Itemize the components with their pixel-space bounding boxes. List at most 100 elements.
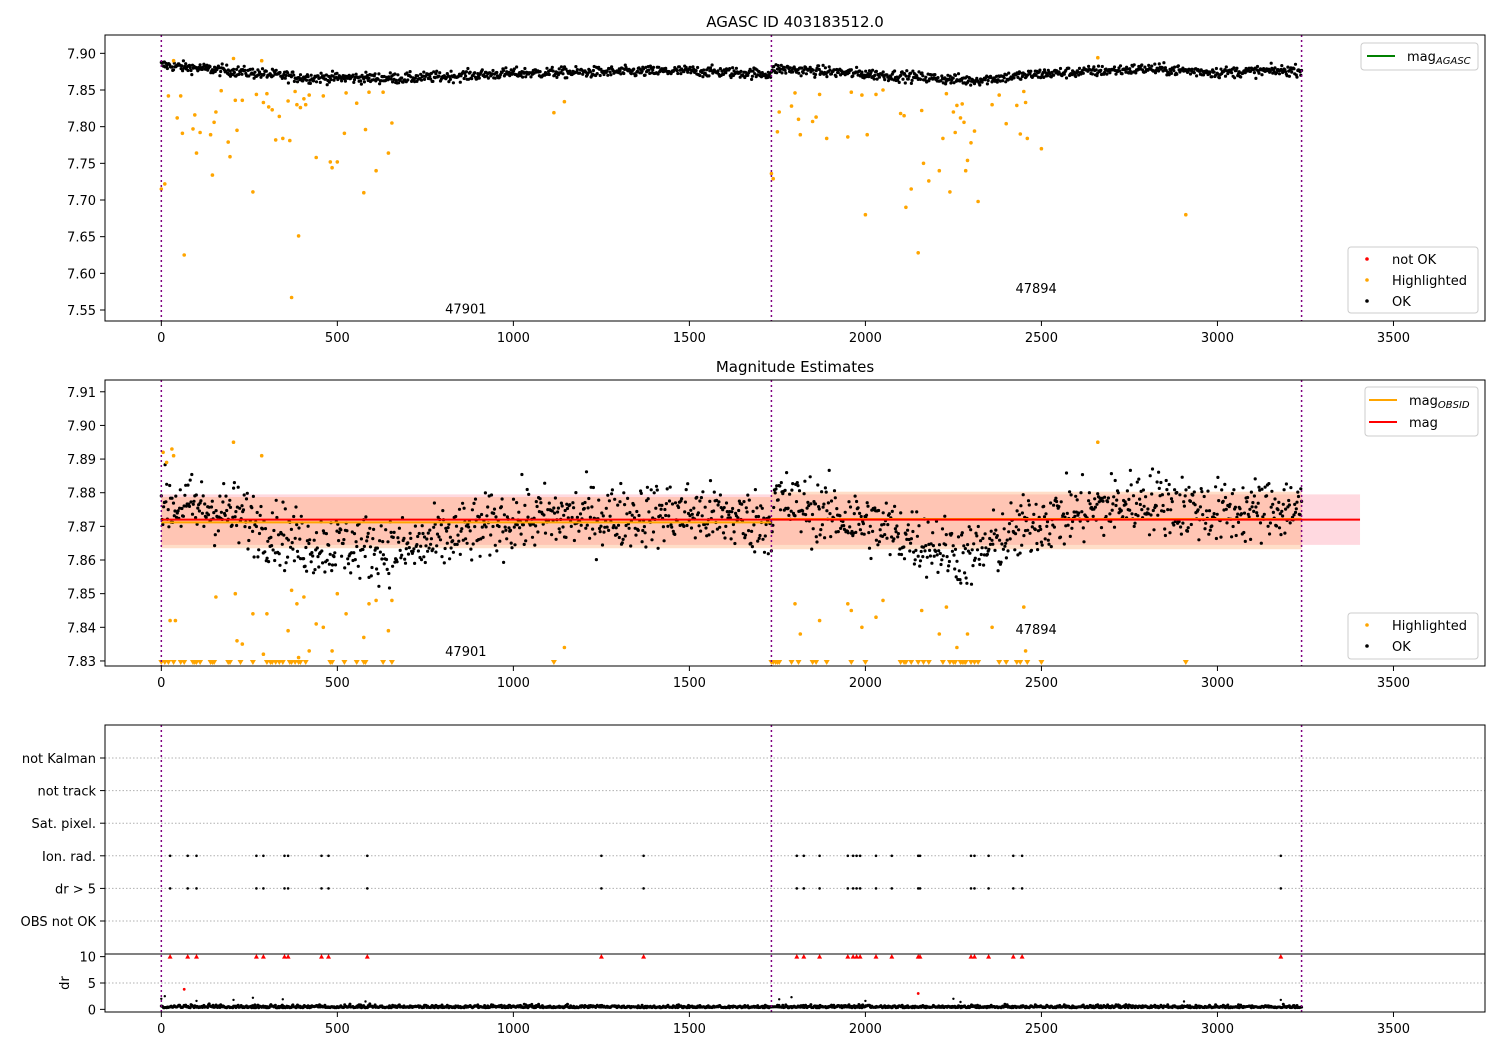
ok-point [497,524,501,529]
ok-point [1136,514,1140,518]
ok-point [642,67,646,71]
ok-point [975,534,979,538]
ok-point [478,554,482,558]
dr-not-ok-point [916,992,920,995]
ok-point [1088,502,1092,506]
ok-point [1118,69,1122,73]
ok-point [1231,524,1235,529]
ok-point [392,530,396,535]
dr-clipped-marker [282,954,287,959]
ok-point [382,562,386,566]
clipped-marker [1017,660,1024,665]
ok-point [937,543,942,547]
ok-point [1202,494,1206,499]
ok-point [890,509,894,513]
highlighted-point [166,94,171,98]
dr-outlier-point [281,998,284,1001]
highlighted-point [296,655,301,660]
y-tick-label: 7.60 [67,267,96,282]
ok-point [877,75,882,79]
ok-point [963,547,968,551]
ok-point [950,549,955,553]
highlighted-point [990,102,994,107]
ok-point [651,65,656,69]
ok-point [168,483,172,488]
ok-point [620,541,624,545]
ok-point [518,526,522,530]
clipped-marker [211,660,218,665]
ok-point [1074,74,1078,79]
ok-point [190,73,194,77]
ok-point [906,528,910,532]
ok-point [319,71,323,75]
clipped-marker [297,660,304,665]
ok-point [303,564,307,568]
legend-mag-label: mag [1409,416,1438,431]
dr-outlier-point [959,1000,962,1004]
ok-point [801,71,805,75]
highlighted-point [771,176,775,181]
ok-point [825,75,829,79]
ok-point [698,499,702,503]
ok-point [352,80,356,84]
highlighted-point [1023,100,1028,105]
dr-gt-5-point [969,887,973,890]
highlighted-point [240,642,245,646]
ok-point [884,501,888,505]
ok-point [425,537,429,541]
ok-point [1045,524,1049,529]
clipped-marker [388,660,395,665]
ok-point [1112,495,1116,499]
ok-point [1179,525,1183,529]
ok-point [378,550,382,554]
ion-rad-point [969,854,973,858]
y-tick-label: 7.80 [67,121,96,136]
ok-point [809,502,813,506]
highlighted-point [330,649,334,653]
clipped-marker [823,660,830,665]
ok-point [962,544,966,548]
ok-point [429,542,433,546]
ok-point [278,563,282,567]
ok-point [434,550,438,554]
ok-point [181,69,185,73]
ok-point [372,527,376,532]
ok-point [1098,496,1102,500]
ok-point [676,71,680,76]
ok-point [271,74,275,78]
ok-point [232,486,236,490]
ok-point [897,552,901,556]
ok-point [556,510,560,514]
ok-point [1253,477,1257,481]
ok-point [904,74,908,78]
ok-point [422,77,427,81]
ok-point [600,511,604,515]
ok-point [354,72,358,76]
panel3-flag-grid [105,757,1485,984]
ok-point [435,69,439,73]
ok-point [970,548,974,552]
ok-point [1265,494,1269,498]
ok-point [746,73,750,77]
ok-point [661,525,666,529]
ok-point [843,510,847,514]
ok-point [1081,71,1085,75]
ok-point [987,547,991,552]
ok-point [1100,64,1104,69]
ok-point [209,505,214,509]
ok-point [335,71,339,75]
ok-point [1161,503,1165,508]
ok-point [421,531,425,536]
ok-point [213,533,217,537]
ok-point [1087,499,1091,503]
ok-point [608,70,612,74]
ok-point [979,552,983,557]
ok-point [764,522,768,527]
ok-point [583,500,587,505]
ok-point [515,65,519,69]
ok-point [983,532,987,536]
ok-point [683,510,687,514]
ok-point [749,69,753,73]
ok-point [1080,510,1084,514]
ok-point [864,513,869,517]
